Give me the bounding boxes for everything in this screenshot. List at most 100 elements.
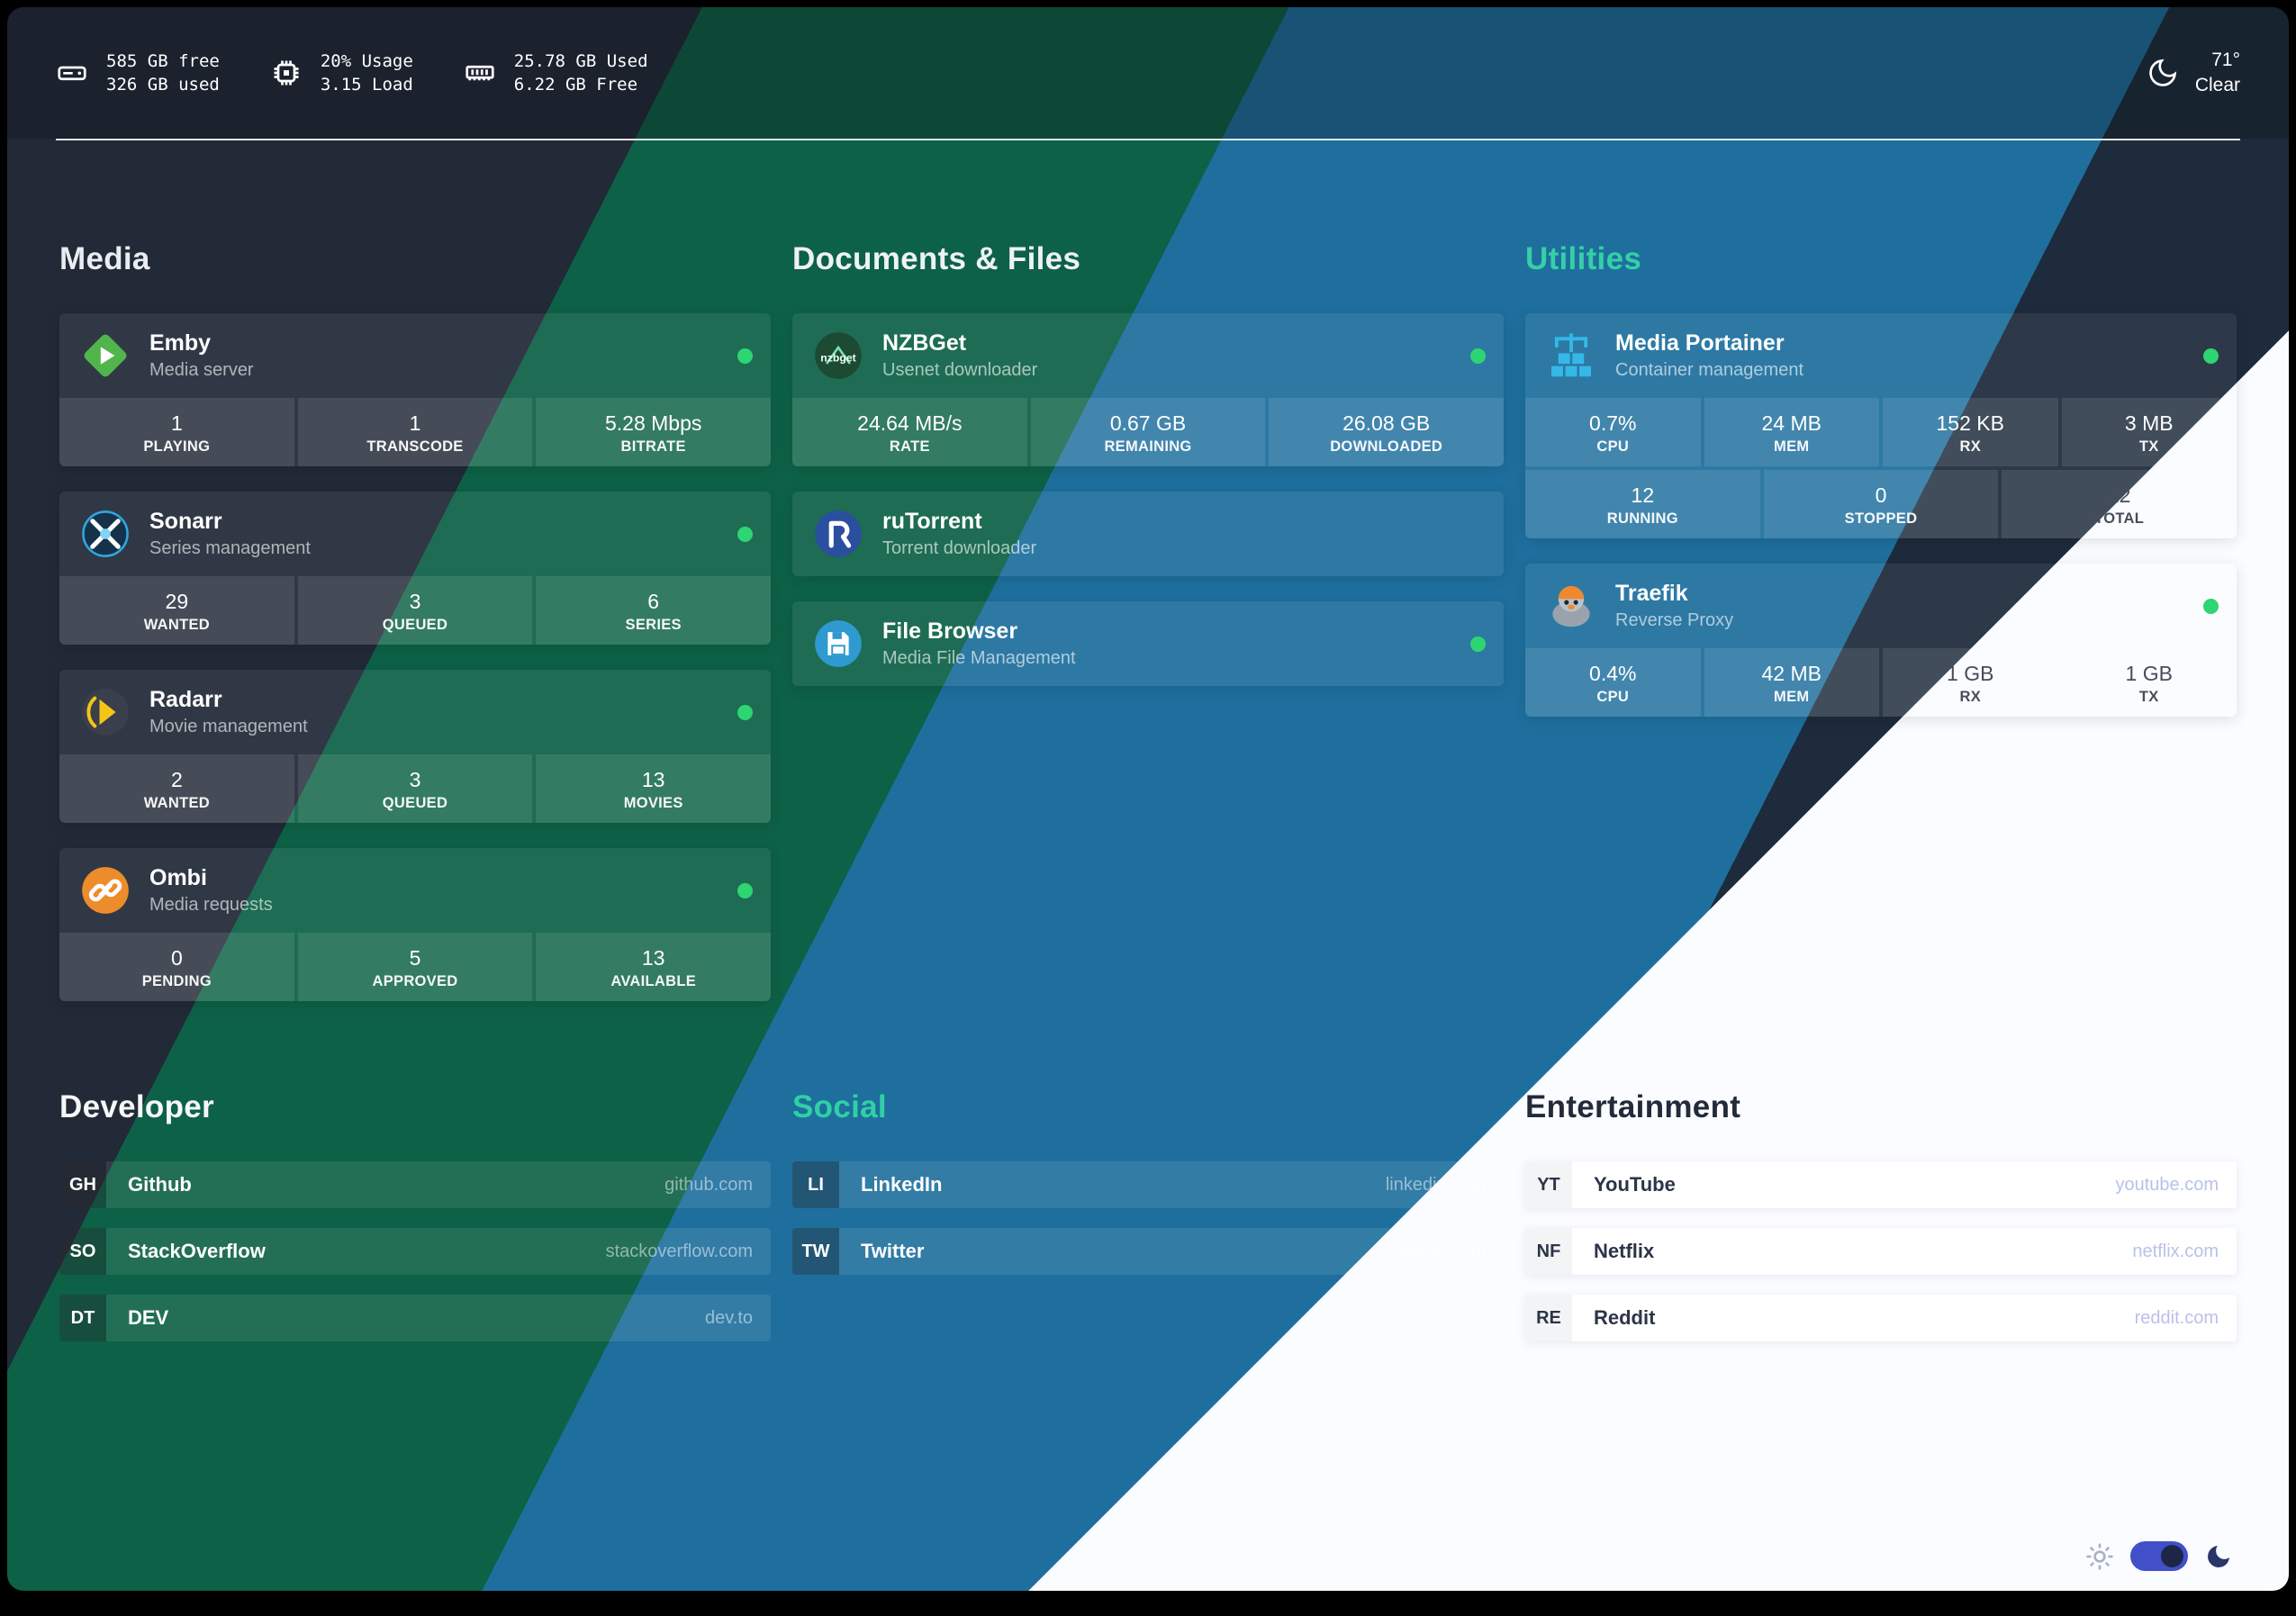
stat-tile: 0.4% CPU <box>1525 648 1701 717</box>
service-name: NZBGet <box>882 330 967 356</box>
service-card-traefik[interactable]: Traefik Reverse Proxy 0.4% CPU 42 MB MEM 1… <box>1525 564 2237 717</box>
emby-icon <box>77 328 133 384</box>
stat-tile: 0 PENDING <box>59 933 294 1001</box>
stat-tile: 0.7% CPU <box>1525 398 1701 466</box>
status-dot <box>2203 598 2219 614</box>
stat-tile: 24.64 MB/s RATE <box>792 398 1027 466</box>
service-card-emby[interactable]: Emby Media server 1 PLAYING 1 TRANSCODE 5.… <box>59 313 771 466</box>
service-name: Traefik <box>1615 581 1688 606</box>
link-name: DEV <box>128 1306 169 1329</box>
link-row-linkedin[interactable]: LI LinkedIn linkedin.com <box>792 1161 1504 1208</box>
sun-icon <box>2085 1542 2114 1571</box>
link-badge: YT <box>1525 1161 1572 1208</box>
service-card-ombi[interactable]: Ombi Media requests 0 PENDING 5 APPROVED 1… <box>59 848 771 1001</box>
stat-tile: 3 QUEUED <box>297 754 533 823</box>
service-name: File Browser <box>882 618 1018 644</box>
service-name: Ombi <box>149 865 207 890</box>
link-row-youtube[interactable]: YT YouTube youtube.com <box>1525 1161 2237 1208</box>
service-subtitle: Series management <box>149 538 311 558</box>
link-badge: TW <box>792 1228 839 1275</box>
stat-tile: 3 QUEUED <box>297 576 533 645</box>
link-name: Netflix <box>1594 1240 1655 1262</box>
disk-metric: 585 GB free 326 GB used <box>56 50 220 96</box>
nzbget-icon: nzbget <box>810 328 866 384</box>
radarr-icon <box>77 684 133 740</box>
link-domain: dev.to <box>705 1307 753 1328</box>
service-subtitle: Media File Management <box>882 648 1076 668</box>
section-title-utilities: Utilities <box>1525 241 1642 276</box>
service-card-sonarr[interactable]: Sonarr Series management 29 WANTED 3 QUEUE… <box>59 492 771 645</box>
service-subtitle: Container management <box>1615 360 1804 380</box>
ram-free-label: 6.22 GB Free <box>513 75 638 95</box>
weather-condition: Clear <box>2194 75 2240 95</box>
stat-tile: 5 APPROVED <box>297 933 533 1001</box>
stat-tile: 42 MB MEM <box>1704 648 1879 717</box>
service-name: Sonarr <box>149 509 222 534</box>
stat-tile: 13 MOVIES <box>536 754 771 823</box>
link-name: LinkedIn <box>861 1173 943 1196</box>
status-bar: 585 GB free 326 GB used 20% Usage 3.15 L… <box>7 7 2289 139</box>
weather-temp: 71° <box>2211 50 2240 70</box>
status-dot <box>1470 636 1486 652</box>
filebrowser-icon <box>810 616 866 672</box>
link-row-dev[interactable]: DT DEV dev.to <box>59 1295 771 1341</box>
link-row-reddit[interactable]: RE Reddit reddit.com <box>1525 1295 2237 1341</box>
stat-tile: 0.67 GB REMAINING <box>1030 398 1266 466</box>
moon-icon <box>2147 57 2179 89</box>
link-name: Github <box>128 1173 192 1196</box>
stat-tile: 12 RUNNING <box>1525 470 1760 538</box>
link-badge: SO <box>59 1228 106 1275</box>
cpu-load-label: 3.15 Load <box>320 75 413 95</box>
stat-tile: 1 TRANSCODE <box>297 398 533 466</box>
section-title-social: Social <box>792 1089 887 1124</box>
stat-tile: 13 AVAILABLE <box>536 933 771 1001</box>
theme-switch[interactable] <box>2130 1541 2188 1571</box>
link-row-stackoverflow[interactable]: SO StackOverflow stackoverflow.com <box>59 1228 771 1275</box>
service-card-filebrowser[interactable]: File Browser Media File Management <box>792 601 1504 686</box>
link-name: Reddit <box>1594 1306 1656 1329</box>
section-social: Social LI LinkedIn linkedin.com TW Twitt… <box>792 1026 1504 1361</box>
stat-tile: 1 GB RX <box>1883 648 2058 717</box>
section-developer: Developer GH Github github.com SO StackO… <box>59 1026 771 1361</box>
status-dot <box>2203 348 2219 364</box>
link-badge: LI <box>792 1161 839 1208</box>
svg-text:nzbget: nzbget <box>820 351 856 364</box>
link-domain: twitter.com <box>1399 1241 1486 1261</box>
disk-used-label: 326 GB used <box>106 75 220 95</box>
service-card-portainer[interactable]: Media Portainer Container management 0.7… <box>1525 313 2237 538</box>
stat-tile: 24 MB MEM <box>1704 398 1879 466</box>
ombi-icon <box>77 862 133 918</box>
section-title-developer: Developer <box>59 1089 214 1124</box>
stat-tile: 5.28 Mbps BITRATE <box>536 398 771 466</box>
status-dot <box>737 882 753 898</box>
status-dot <box>1470 348 1486 364</box>
stat-tile: 152 KB RX <box>1883 398 2058 466</box>
link-domain: netflix.com <box>2132 1241 2219 1261</box>
rutorrent-icon <box>810 506 866 562</box>
header-divider <box>56 139 2240 140</box>
section-title-documents: Documents & Files <box>792 241 1081 276</box>
ram-metric: 25.78 GB Used 6.22 GB Free <box>464 50 648 96</box>
stat-tile: 12 TOTAL <box>2002 470 2237 538</box>
service-card-radarr[interactable]: Radarr Movie management 2 WANTED 3 QUEUED … <box>59 670 771 823</box>
service-name: Emby <box>149 330 212 356</box>
link-name: YouTube <box>1594 1173 1676 1196</box>
cpu-usage-label: 20% Usage <box>320 51 413 71</box>
service-card-nzbget[interactable]: nzbget NZBGet Usenet downloader 24.64 MB… <box>792 313 1504 466</box>
weather-widget: 71° Clear <box>2147 48 2240 98</box>
stat-tile: 3 MB TX <box>2061 398 2237 466</box>
moon-toggle-icon <box>2204 1542 2233 1571</box>
section-documents: Documents & Files nzbget NZBGet Usenet d… <box>792 140 1504 1026</box>
cpu-metric: 20% Usage 3.15 Load <box>270 50 413 96</box>
link-row-github[interactable]: GH Github github.com <box>59 1161 771 1208</box>
service-subtitle: Reverse Proxy <box>1615 610 1734 630</box>
section-title-entertainment: Entertainment <box>1525 1089 1741 1124</box>
disk-icon <box>56 57 88 89</box>
service-subtitle: Media requests <box>149 895 273 915</box>
link-row-netflix[interactable]: NF Netflix netflix.com <box>1525 1228 2237 1275</box>
service-card-rutorrent[interactable]: ruTorrent Torrent downloader <box>792 492 1504 576</box>
link-domain: youtube.com <box>2115 1174 2219 1195</box>
section-entertainment: Entertainment YT YouTube youtube.com NF … <box>1525 1026 2237 1361</box>
link-row-twitter[interactable]: TW Twitter twitter.com <box>792 1228 1504 1275</box>
service-subtitle: Usenet downloader <box>882 360 1038 380</box>
